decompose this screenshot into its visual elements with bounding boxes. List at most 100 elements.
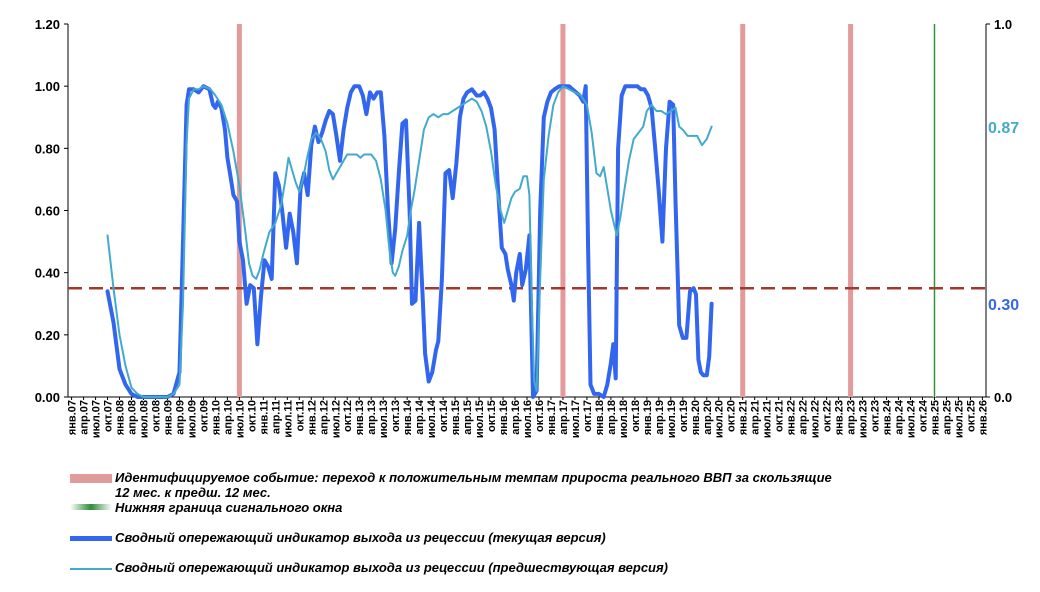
x-tick-label: окт.14 xyxy=(438,399,450,432)
legend-label-event: Идентифицируемое событие: переход к поло… xyxy=(115,470,832,500)
y-left-tick-label: 0.60 xyxy=(35,204,60,219)
x-tick-label: окт.12 xyxy=(342,400,354,432)
x-tick-label: апр.15 xyxy=(462,400,474,435)
x-tick-label: апр.07 xyxy=(79,400,91,435)
x-tick-label: июл.17 xyxy=(570,400,582,438)
x-tick-label: июл.11 xyxy=(282,400,294,438)
legend-item-event: Идентифицируемое событие: переход к поло… xyxy=(70,470,1030,500)
x-tick-label: июл.20 xyxy=(714,400,726,438)
x-tick-label: окт.10 xyxy=(246,400,258,432)
x-tick-label: апр.10 xyxy=(222,400,234,435)
x-tick-label: апр.17 xyxy=(558,400,570,435)
x-tick-label: янв.20 xyxy=(690,400,702,435)
x-tick-label: июл.16 xyxy=(522,400,534,438)
x-tick-label: янв.15 xyxy=(450,400,462,435)
x-tick-label: янв.26 xyxy=(977,400,989,435)
x-tick-label: апр.18 xyxy=(606,400,618,435)
x-tick-label: янв.16 xyxy=(498,400,510,435)
x-tick-label: июл.09 xyxy=(186,400,198,438)
legend-item-previous: Сводный опережающий индикатор выхода из … xyxy=(70,560,1030,582)
x-tick-label: янв.25 xyxy=(929,400,941,435)
x-tick-label: июл.18 xyxy=(618,400,630,438)
x-tick-label: июл.07 xyxy=(91,400,103,438)
series-line-previous xyxy=(106,85,713,398)
x-tick-label: июл.12 xyxy=(330,400,342,438)
x-tick-label: апр.23 xyxy=(846,400,858,435)
y-left-tick-label: 0.40 xyxy=(35,266,60,281)
x-tick-label: апр.21 xyxy=(750,400,762,435)
x-tick-label: апр.14 xyxy=(414,399,426,435)
x-tick-label: окт.09 xyxy=(198,400,210,432)
x-tick-label: окт.24 xyxy=(917,399,929,432)
x-tick-label: апр.22 xyxy=(798,400,810,435)
chart: 0.00 0.20 0.40 0.60 0.80 1.00 1.20 0.0 1.0 янв.07… xyxy=(35,17,1020,438)
end-label-previous: 0.87 xyxy=(988,120,1019,137)
x-tick-label: апр.12 xyxy=(318,400,330,435)
x-tick-label: окт.07 xyxy=(103,400,115,432)
x-tick-label: янв.12 xyxy=(306,400,318,435)
x-tick-label: окт.17 xyxy=(582,400,594,432)
x-tick-label: окт.16 xyxy=(534,400,546,432)
x-tick-label: июл.08 xyxy=(139,400,151,438)
x-tick-label: окт.23 xyxy=(870,400,882,432)
event-bar xyxy=(740,24,746,397)
x-tick-label: янв.23 xyxy=(834,400,846,435)
x-tick-label: апр.24 xyxy=(894,399,906,435)
x-tick-label: окт.13 xyxy=(390,400,402,432)
legend: Идентифицируемое событие: переход к поло… xyxy=(70,470,1030,582)
x-tick-label: янв.14 xyxy=(402,399,414,435)
x-tick-label: окт.08 xyxy=(150,400,162,432)
x-tick-label: апр.16 xyxy=(510,400,522,435)
legend-label-signal: Нижняя граница сигнального окна xyxy=(115,500,343,515)
x-tick-label: апр.19 xyxy=(654,400,666,435)
legend-label-event-line2: 12 мес. к предш. 12 мес. xyxy=(115,485,271,500)
x-tick-label: янв.19 xyxy=(642,400,654,435)
y-left-tick-label: 1.20 xyxy=(35,17,60,32)
x-tick-label: июл.24 xyxy=(905,399,917,438)
end-label-current: 0.30 xyxy=(988,297,1019,314)
x-tick-label: июл.10 xyxy=(234,400,246,438)
x-tick-label: янв.10 xyxy=(210,400,222,435)
x-tick-label: июл.13 xyxy=(378,400,390,438)
x-tick-label: апр.13 xyxy=(366,400,378,435)
x-tick-label: апр.11 xyxy=(270,400,282,434)
x-tick-label: янв.24 xyxy=(882,399,894,435)
x-tick-label: окт.22 xyxy=(822,400,834,432)
x-tick-label: окт.20 xyxy=(726,400,738,432)
x-tick-label: янв.08 xyxy=(115,400,127,435)
x-tick-label: янв.21 xyxy=(738,400,750,435)
x-tick-label: апр.09 xyxy=(174,400,186,435)
x-tick-label: янв.09 xyxy=(162,400,174,435)
x-tick-label: июл.15 xyxy=(474,400,486,438)
x-tick-label: июл.25 xyxy=(953,400,965,438)
x-tick-label: июл.21 xyxy=(762,400,774,438)
legend-item-signal: Нижняя граница сигнального окна xyxy=(70,500,1030,530)
x-tick-label: янв.22 xyxy=(786,400,798,435)
x-tick-label: окт.15 xyxy=(486,400,498,432)
legend-item-current: Сводный опережающий индикатор выхода из … xyxy=(70,530,1030,560)
x-tick-label: окт.19 xyxy=(678,400,690,432)
legend-label-previous: Сводный опережающий индикатор выхода из … xyxy=(115,560,668,575)
y-left-tick-label: 0.20 xyxy=(35,328,60,343)
x-tick-label: окт.25 xyxy=(965,400,977,432)
x-tick-label: апр.25 xyxy=(941,400,953,435)
x-tick-label: янв.11 xyxy=(258,400,270,435)
legend-label-current: Сводный опережающий индикатор выхода из … xyxy=(115,530,606,545)
x-tick-label: апр.08 xyxy=(127,400,139,435)
legend-swatch-current xyxy=(70,536,112,541)
event-bar xyxy=(560,24,566,397)
x-tick-label: окт.18 xyxy=(630,400,642,432)
legend-swatch-signal xyxy=(70,504,112,510)
legend-swatch-event xyxy=(70,474,112,483)
x-tick-label: июл.14 xyxy=(426,399,438,438)
legend-swatch-previous xyxy=(70,568,112,570)
y-left-tick-label: 0.80 xyxy=(35,141,60,156)
x-tick-label: июл.19 xyxy=(666,400,678,438)
x-tick-label: янв.17 xyxy=(546,400,558,435)
y-left-tick-label: 0.00 xyxy=(35,390,60,405)
x-tick-label: янв.18 xyxy=(594,400,606,435)
series-line-current xyxy=(105,84,714,399)
x-tick-label: янв.13 xyxy=(354,400,366,435)
x-tick-label: апр.20 xyxy=(702,400,714,435)
x-tick-label: июл.23 xyxy=(858,400,870,438)
